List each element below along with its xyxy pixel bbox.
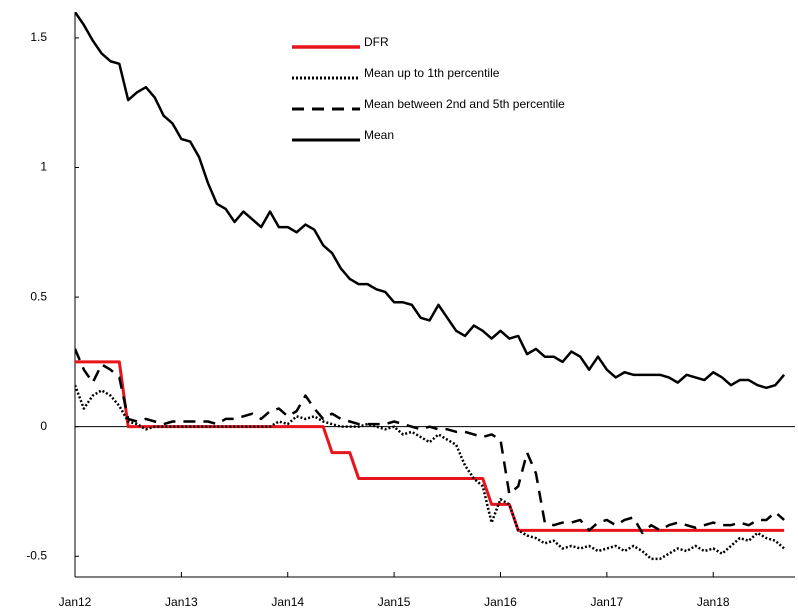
series-line xyxy=(75,12,786,390)
series-line xyxy=(75,360,785,532)
plot-area xyxy=(75,12,786,561)
y-tick-label: -0.5 xyxy=(26,548,47,562)
x-tick-label: Jan15 xyxy=(378,595,411,609)
y-tick-label: 1.5 xyxy=(30,30,47,44)
y-tick-label: 0 xyxy=(40,419,47,433)
x-tick-label: Jan18 xyxy=(697,595,730,609)
legend-label: DFR xyxy=(364,35,389,49)
x-tick-label: Jan12 xyxy=(59,595,92,609)
legend-label: Mean up to 1th percentile xyxy=(364,66,500,80)
x-tick-label: Jan14 xyxy=(271,595,304,609)
legend-label: Mean between 2nd and 5th percentile xyxy=(364,97,565,111)
y-tick-label: 1 xyxy=(40,160,47,174)
x-tick-label: Jan16 xyxy=(484,595,517,609)
series-line xyxy=(75,348,785,535)
x-tick-label: Jan13 xyxy=(165,595,198,609)
y-tick-label: 0.5 xyxy=(30,289,47,303)
series-line xyxy=(75,384,785,561)
x-tick-label: Jan17 xyxy=(591,595,624,609)
legend-label: Mean xyxy=(364,128,394,142)
